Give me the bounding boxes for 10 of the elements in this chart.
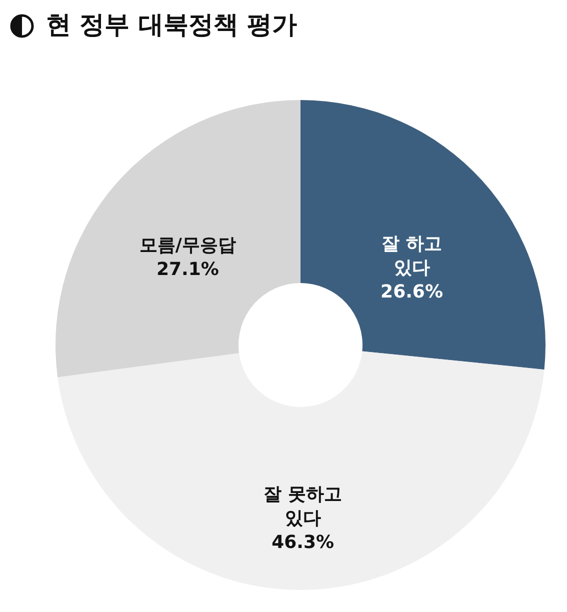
slice-label: 잘 하고 있다	[382, 233, 442, 278]
donut-slice	[56, 100, 300, 378]
data-label: 46.3%	[272, 532, 334, 553]
data-label: 26.6%	[380, 281, 443, 302]
donut-slice	[58, 351, 544, 590]
donut-slice	[300, 100, 546, 370]
data-label: 27.1%	[156, 259, 219, 280]
chart-title: 현 정부 대북정책 평가	[46, 9, 298, 41]
slice-label: 잘 못하고 있다	[264, 484, 342, 529]
slice-label: 모름/무응답	[139, 235, 236, 256]
